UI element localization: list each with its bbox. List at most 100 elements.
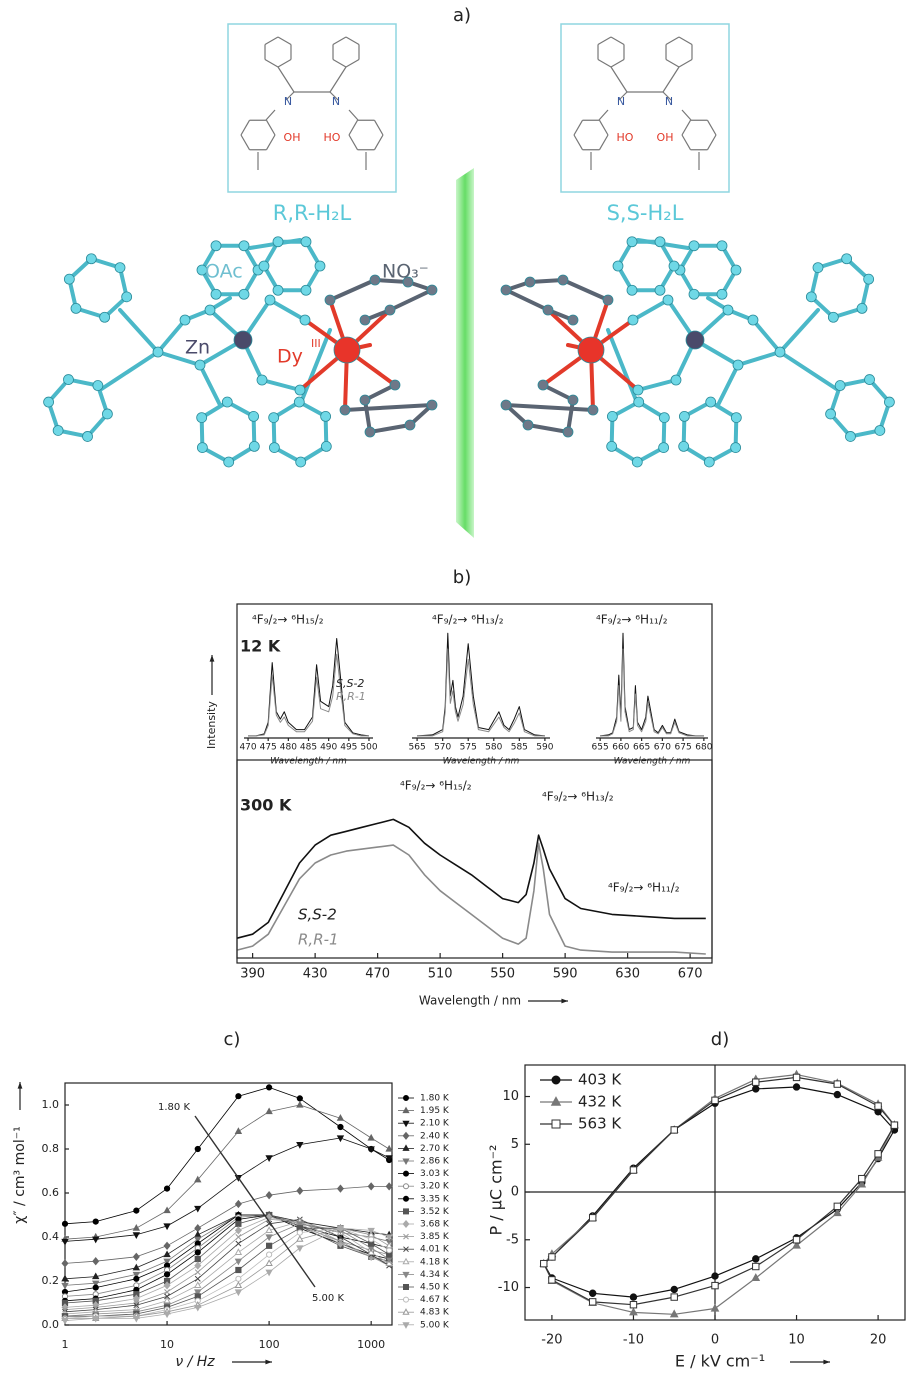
atom [248, 440, 260, 452]
marker [367, 1227, 375, 1235]
marker [402, 1120, 410, 1128]
x-tick-label: 1000 [357, 1338, 385, 1351]
legend-label: 4.01 K [420, 1245, 450, 1255]
atom-label: NO₃⁻ [382, 261, 429, 283]
atom [730, 264, 742, 276]
marker [194, 1205, 202, 1213]
marker [752, 1085, 760, 1093]
marker [92, 1272, 100, 1280]
marker [265, 1191, 273, 1200]
atom [567, 314, 579, 326]
atom [542, 304, 554, 316]
marker [403, 1284, 409, 1290]
atom [300, 236, 312, 248]
arrow-head [17, 1082, 23, 1089]
marker [92, 1218, 99, 1225]
atom [658, 412, 670, 424]
marker [588, 1214, 597, 1222]
atom [730, 442, 742, 454]
legend-label: 2.86 K [420, 1157, 450, 1167]
atom [272, 284, 284, 296]
bond [348, 134, 359, 151]
marker [235, 1234, 242, 1240]
bond [662, 91, 672, 101]
bond [98, 350, 160, 392]
atom [685, 330, 705, 350]
bond [681, 134, 692, 151]
bond [332, 36, 347, 46]
marker [792, 1083, 801, 1091]
atom [834, 380, 846, 391]
marker [402, 1271, 410, 1279]
atom [562, 426, 574, 438]
marker [540, 1259, 548, 1268]
atom-label: HO [617, 131, 634, 144]
atom [812, 262, 824, 274]
y-tick-label: 0.0 [42, 1318, 60, 1331]
atom [92, 380, 104, 391]
transition-label: ⁴F₉/₂→ ⁶H₁₅/₂ [252, 613, 324, 627]
bond [573, 119, 584, 136]
legend-label: 2.40 K [420, 1131, 450, 1141]
atom [705, 396, 717, 408]
x-axis-title: E / kV cm⁻¹ [675, 1352, 765, 1371]
x-tick-label: 495 [340, 743, 357, 753]
legend-label: 1.80 K [420, 1094, 450, 1104]
marker [551, 1119, 561, 1129]
marker [132, 1232, 141, 1239]
marker [402, 1219, 410, 1229]
y-tick-label: 0.6 [42, 1186, 60, 1199]
x-tick-label: 10 [788, 1333, 805, 1348]
x-axis-title: Wavelength / nm [443, 757, 520, 767]
marker [163, 1258, 171, 1266]
panel-label: c) [224, 1029, 241, 1050]
atom [295, 456, 307, 468]
atom [732, 359, 744, 371]
marker [265, 1269, 273, 1277]
atom [300, 284, 312, 296]
x-tick-label: 490 [320, 743, 337, 753]
marker [235, 1240, 242, 1247]
bond [264, 36, 279, 46]
atom [567, 394, 579, 406]
marker [132, 1224, 141, 1231]
atom [264, 294, 276, 306]
atom [884, 396, 895, 408]
bond [343, 403, 434, 412]
atom [577, 336, 605, 364]
bond [265, 134, 276, 151]
x-tick-label: 580 [485, 743, 502, 753]
marker [402, 1257, 410, 1265]
marker [792, 1240, 801, 1249]
bond [388, 288, 434, 312]
atom [248, 410, 260, 422]
atom-label: OAc [205, 261, 243, 283]
marker [163, 1271, 171, 1278]
series-line [248, 653, 369, 737]
atom [863, 273, 875, 285]
arrow-head [209, 655, 215, 662]
atom [369, 274, 381, 286]
atom [179, 314, 191, 326]
legend-label: 4.67 K [420, 1295, 450, 1305]
marker [235, 1266, 242, 1274]
marker [164, 1289, 171, 1295]
marker [266, 1216, 273, 1223]
atom [537, 379, 549, 391]
x-tick-label: 550 [490, 967, 515, 982]
bond [598, 134, 609, 151]
marker [194, 1255, 201, 1263]
atom [63, 273, 75, 285]
marker [874, 1150, 882, 1158]
temperature-label: 12 K [240, 637, 281, 656]
bond [348, 119, 359, 136]
marker [132, 1315, 141, 1323]
marker [266, 1220, 273, 1227]
marker [792, 1236, 801, 1244]
x-tick-label: 565 [409, 743, 426, 753]
atom [670, 374, 682, 386]
atom [805, 291, 817, 303]
marker [234, 1226, 242, 1235]
bond [681, 109, 692, 121]
